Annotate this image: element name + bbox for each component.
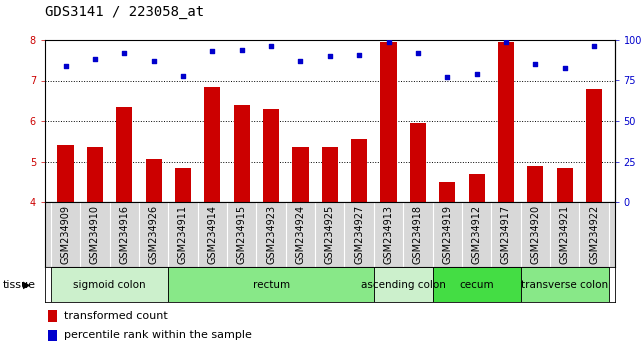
Text: GSM234927: GSM234927 — [354, 205, 364, 264]
Text: percentile rank within the sample: percentile rank within the sample — [64, 330, 252, 340]
Bar — [498, 42, 514, 202]
Bar — [374, 267, 433, 302]
Point — [325, 53, 335, 59]
Text: transverse colon: transverse colon — [521, 280, 608, 290]
Text: GSM234917: GSM234917 — [501, 205, 511, 264]
Bar — [381, 42, 397, 202]
Text: GSM234916: GSM234916 — [119, 205, 129, 264]
Text: GSM234915: GSM234915 — [237, 205, 247, 264]
Point — [383, 39, 394, 45]
Text: GSM234922: GSM234922 — [589, 205, 599, 264]
Bar — [233, 105, 250, 202]
Point — [178, 73, 188, 79]
Bar — [58, 145, 74, 202]
Point — [90, 57, 100, 62]
Bar — [116, 107, 132, 202]
Text: GSM234914: GSM234914 — [207, 205, 217, 264]
Point — [266, 44, 276, 49]
Text: ▶: ▶ — [22, 280, 30, 290]
Bar — [556, 167, 573, 202]
Bar — [51, 267, 169, 302]
Bar — [433, 267, 520, 302]
Point — [560, 65, 570, 70]
Bar — [175, 167, 191, 202]
Bar — [263, 109, 279, 202]
Text: GSM234926: GSM234926 — [149, 205, 158, 264]
Point — [237, 47, 247, 52]
Text: cecum: cecum — [460, 280, 494, 290]
Text: GSM234924: GSM234924 — [296, 205, 305, 264]
Text: GDS3141 / 223058_at: GDS3141 / 223058_at — [45, 5, 204, 19]
Bar — [49, 310, 57, 322]
Bar — [49, 330, 57, 341]
Bar — [520, 267, 609, 302]
Point — [413, 50, 423, 56]
Point — [589, 44, 599, 49]
Bar — [204, 87, 221, 202]
Bar — [351, 139, 367, 202]
Bar — [439, 182, 455, 202]
Bar — [469, 174, 485, 202]
Point — [354, 52, 364, 57]
Point — [296, 58, 306, 64]
Text: GSM234909: GSM234909 — [60, 205, 71, 264]
Text: GSM234921: GSM234921 — [560, 205, 570, 264]
Text: tissue: tissue — [3, 280, 36, 290]
Point — [530, 62, 540, 67]
Point — [119, 50, 129, 56]
Bar — [528, 166, 544, 202]
Text: GSM234923: GSM234923 — [266, 205, 276, 264]
Point — [149, 58, 159, 64]
Bar — [87, 147, 103, 202]
Point — [60, 63, 71, 69]
Point — [501, 39, 511, 45]
Text: GSM234910: GSM234910 — [90, 205, 100, 264]
Text: GSM234925: GSM234925 — [325, 205, 335, 264]
Bar — [169, 267, 374, 302]
Bar — [146, 159, 162, 202]
Text: transformed count: transformed count — [64, 311, 167, 321]
Bar — [322, 147, 338, 202]
Text: GSM234913: GSM234913 — [383, 205, 394, 264]
Bar — [410, 123, 426, 202]
Point — [207, 48, 217, 54]
Point — [442, 74, 453, 80]
Text: sigmoid colon: sigmoid colon — [73, 280, 146, 290]
Text: GSM234920: GSM234920 — [530, 205, 540, 264]
Text: ascending colon: ascending colon — [361, 280, 445, 290]
Point — [472, 71, 482, 77]
Text: GSM234918: GSM234918 — [413, 205, 423, 264]
Bar — [586, 88, 602, 202]
Text: GSM234912: GSM234912 — [472, 205, 481, 264]
Text: rectum: rectum — [253, 280, 290, 290]
Text: GSM234919: GSM234919 — [442, 205, 453, 264]
Text: GSM234911: GSM234911 — [178, 205, 188, 264]
Bar — [292, 147, 308, 202]
